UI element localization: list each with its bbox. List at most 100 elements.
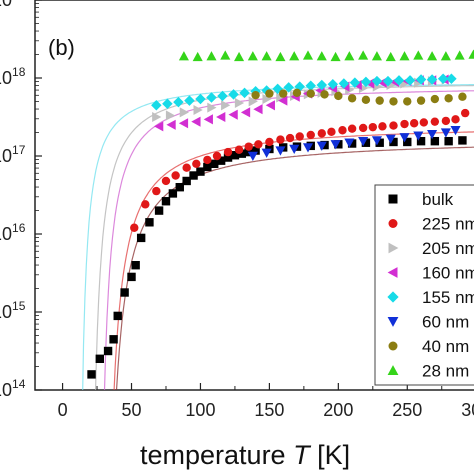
- data-point: [289, 144, 300, 155]
- data-point: [234, 97, 245, 108]
- legend-entry: 225 nm: [388, 215, 474, 234]
- data-point: [375, 138, 384, 147]
- data-point: [154, 206, 164, 215]
- y-tick-label: 1016: [0, 221, 26, 244]
- data-point: [440, 128, 451, 138]
- data-point: [210, 159, 219, 168]
- data-point: [178, 51, 189, 61]
- legend-label: 60 nm: [422, 313, 469, 332]
- data-point: [171, 171, 180, 180]
- y-tick-label: 1015: [0, 299, 26, 322]
- data-point: [316, 79, 328, 91]
- legend-entry: 40 nm: [388, 337, 469, 356]
- data-point: [426, 74, 438, 85]
- data-point: [347, 94, 357, 103]
- data-point: [385, 134, 396, 144]
- series-225-nm: [130, 108, 470, 232]
- data-point: [192, 159, 201, 168]
- data-point: [334, 91, 343, 101]
- data-point: [358, 123, 368, 133]
- data-point: [228, 109, 238, 120]
- data-point: [239, 87, 250, 99]
- data-point: [344, 51, 355, 61]
- data-point: [189, 171, 198, 180]
- data-point: [440, 51, 451, 61]
- data-point: [216, 111, 226, 123]
- data-point: [244, 142, 253, 151]
- data-point: [361, 138, 371, 147]
- data-point: [120, 288, 129, 297]
- data-point: [265, 89, 274, 98]
- data-point: [154, 121, 164, 132]
- x-axis-ticks: 0 50 100 150 200 250 300: [58, 383, 474, 420]
- data-point: [334, 140, 343, 149]
- legend-entry: 205 nm: [388, 239, 474, 258]
- legend-entry: 28 nm: [387, 362, 469, 381]
- data-point: [400, 119, 409, 129]
- legend-marker: [387, 291, 399, 303]
- legend-marker: [388, 341, 398, 351]
- data-point: [358, 50, 369, 60]
- legend-entry: 160 nm: [387, 264, 474, 283]
- data-point: [103, 346, 113, 356]
- data-point: [468, 49, 474, 59]
- data-point: [371, 51, 382, 61]
- data-point: [166, 119, 176, 130]
- legend-marker: [387, 267, 398, 278]
- data-point: [327, 127, 336, 137]
- data-point: [427, 51, 438, 61]
- data-point: [278, 89, 288, 98]
- data-point: [430, 117, 440, 126]
- data-point: [368, 122, 378, 132]
- data-point: [207, 102, 217, 113]
- data-point: [382, 75, 394, 87]
- data-point: [212, 151, 222, 161]
- data-point: [413, 131, 424, 141]
- legend-marker: [388, 219, 398, 228]
- data-point: [338, 126, 347, 135]
- data-point: [415, 74, 427, 85]
- data-point: [295, 132, 304, 141]
- data-point: [451, 115, 460, 124]
- data-point: [131, 261, 140, 270]
- data-point: [113, 311, 122, 321]
- legend-label: 160 nm: [422, 264, 474, 283]
- data-point: [338, 78, 350, 89]
- y-axis-ticks: 1014 1015 1016 1017 1018 1019: [0, 0, 42, 400]
- data-point: [240, 107, 251, 118]
- x-axis-title: temperature T [K]: [140, 440, 350, 470]
- x-tick-label: 100: [185, 400, 215, 420]
- data-point: [247, 51, 258, 61]
- data-point: [404, 75, 416, 86]
- data-point: [184, 95, 195, 106]
- data-point: [234, 145, 244, 154]
- data-point: [285, 133, 295, 143]
- data-point: [305, 80, 317, 92]
- data-point: [389, 137, 398, 147]
- data-point: [375, 96, 384, 105]
- x-tick-label: 250: [392, 400, 422, 420]
- data-point: [237, 149, 247, 158]
- data-point: [289, 51, 300, 61]
- data-point: [152, 111, 162, 123]
- data-point: [130, 223, 139, 232]
- data-point: [275, 51, 286, 62]
- data-point: [276, 135, 285, 144]
- data-point: [378, 122, 387, 131]
- x-tick-label: 200: [323, 400, 353, 420]
- series-155-nm: [151, 73, 457, 111]
- data-point: [316, 141, 327, 151]
- data-point: [302, 50, 314, 60]
- data-point: [399, 133, 410, 143]
- x-tick-label: 0: [58, 400, 68, 420]
- data-point: [450, 126, 461, 136]
- data-point: [330, 51, 341, 62]
- legend-label: 155 nm: [422, 288, 474, 307]
- data-point: [182, 176, 191, 186]
- data-point: [358, 136, 369, 147]
- legend-marker: [388, 194, 398, 204]
- data-point: [393, 75, 405, 86]
- data-point: [444, 94, 453, 103]
- data-point: [317, 129, 326, 138]
